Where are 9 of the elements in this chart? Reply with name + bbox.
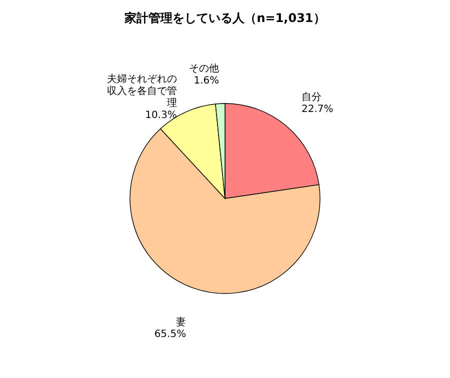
slice-label: 自分 [301,90,322,103]
data-label: 65.5% [154,328,186,340]
slice-label: その他 [189,62,220,75]
data-label: 1.6% [194,76,220,87]
data-label: 10.3% [145,110,177,121]
data-label: 22.7% [301,104,334,115]
slice-label: 夫婦それぞれの収入を各自で管理 [106,72,177,109]
slice-label: 妻 [176,316,186,328]
chart-title: 家計管理をしている人（n=1,031） [124,11,326,25]
